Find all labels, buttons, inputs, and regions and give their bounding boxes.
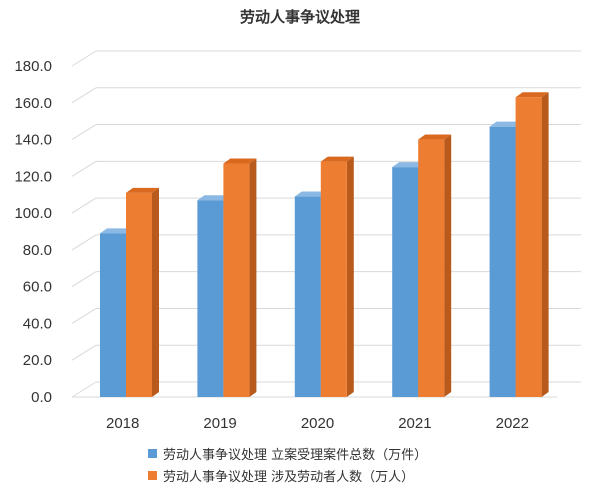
gridline-slant — [71, 308, 97, 324]
y-tick-label: 120.0 — [14, 168, 52, 185]
y-tick-label: 60.0 — [23, 279, 52, 296]
legend-label-workers: 劳动人事争议处理 涉及劳动者人数（万人） — [163, 469, 415, 485]
y-tick-label: 0.0 — [31, 389, 52, 406]
y-axis: 0.0 20.0 40.0 60.0 80.0 100.0 120.0 140.0 160.0 1… — [14, 58, 52, 406]
bar-side — [249, 158, 257, 397]
bar-front — [418, 139, 445, 398]
gridline-slant — [71, 381, 97, 398]
bar-side — [541, 92, 549, 397]
bar-top — [418, 134, 452, 140]
bar-front — [294, 196, 321, 397]
bar-top — [126, 187, 159, 193]
bar-front — [489, 126, 516, 397]
y-tick-label: 180.0 — [14, 58, 52, 75]
bar-top — [197, 195, 231, 201]
y-tick-label: 80.0 — [23, 242, 52, 259]
bars — [100, 92, 549, 398]
gridline-slant — [71, 271, 97, 288]
bar-top — [515, 92, 549, 98]
legend-swatch-workers — [148, 470, 157, 480]
bar-top — [223, 158, 257, 164]
gridline-slant — [71, 87, 97, 104]
bar-front — [223, 163, 250, 397]
legend-item-workers: 劳动人事争议处理 涉及劳动者人数（万人） — [148, 464, 588, 486]
legend-item-cases: 劳动人事争议处理 立案受理案件总数（万件） — [148, 442, 588, 464]
chart-title: 劳动人事争议处理 — [240, 8, 360, 26]
bar-workers-2022 — [515, 92, 549, 397]
legend-label-cases: 劳动人事争议处理 立案受理案件总数（万件） — [163, 447, 428, 463]
x-tick-label: 2022 — [496, 415, 529, 432]
bar-front — [392, 167, 419, 397]
gridline-slant — [71, 234, 97, 251]
bar-workers-2020 — [320, 156, 354, 397]
bar-side — [444, 134, 452, 398]
y-tick-label: 160.0 — [14, 95, 52, 112]
y-tick-label: 100.0 — [14, 205, 52, 222]
bar-side — [346, 156, 354, 397]
gridline-slant — [71, 344, 97, 361]
bar-front — [197, 200, 224, 397]
bar-front — [100, 233, 126, 397]
x-tick-label: 2018 — [106, 415, 139, 432]
gridline-slant — [71, 50, 97, 67]
x-axis: 2018 2019 2020 2021 2022 — [106, 415, 529, 432]
bar-workers-2019 — [223, 158, 257, 397]
gridline-slant — [71, 160, 97, 177]
bar-front — [320, 161, 347, 397]
y-tick-label: 20.0 — [23, 352, 52, 369]
bar-top — [100, 228, 133, 234]
bar-workers-2018 — [126, 187, 159, 397]
x-tick-label: 2020 — [301, 415, 334, 432]
y-tick-label: 40.0 — [23, 315, 52, 332]
bar-top — [489, 121, 523, 127]
bar-top — [294, 191, 328, 197]
bar-top — [320, 156, 354, 162]
bar-side — [152, 187, 159, 397]
x-tick-label: 2021 — [398, 415, 431, 432]
bar-workers-2021 — [418, 134, 452, 398]
gridline-slant — [71, 124, 97, 140]
bar-front — [515, 97, 542, 397]
legend: 劳动人事争议处理 立案受理案件总数（万件） 劳动人事争议处理 涉及劳动者人数（万… — [148, 442, 588, 486]
legend-swatch-cases — [148, 448, 157, 458]
y-tick-label: 140.0 — [14, 132, 52, 149]
x-tick-label: 2019 — [203, 415, 236, 432]
bar-front — [126, 192, 152, 397]
bar-top — [392, 162, 426, 168]
gridline-slant — [71, 197, 97, 214]
